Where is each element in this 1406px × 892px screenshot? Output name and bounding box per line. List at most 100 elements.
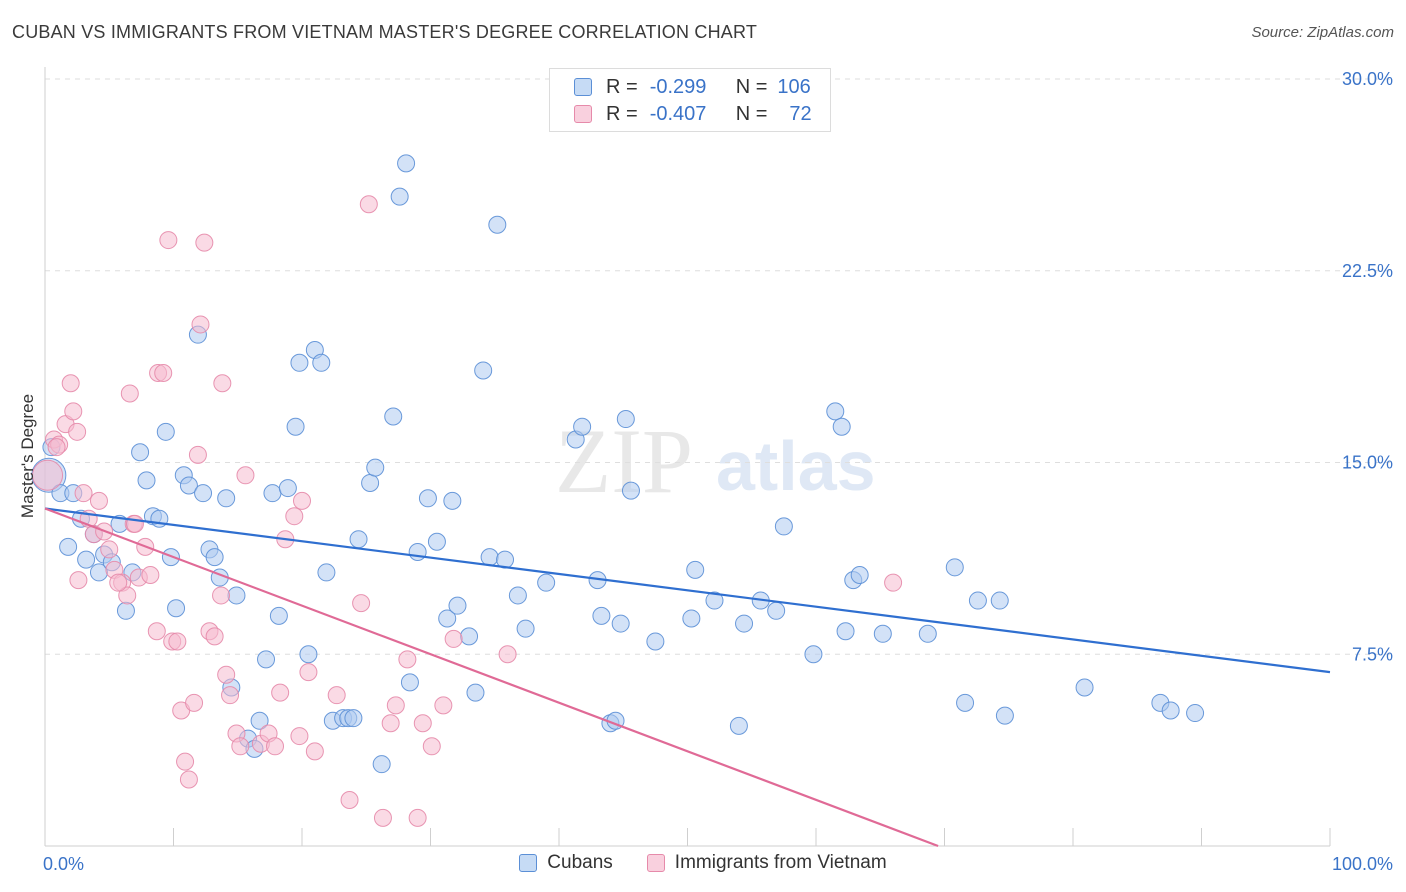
vietnam-point bbox=[61, 374, 80, 393]
vietnam-legend-swatch bbox=[646, 854, 665, 872]
vietnam-point bbox=[386, 696, 405, 715]
cubans-point bbox=[194, 484, 213, 503]
vietnam-point bbox=[340, 790, 359, 809]
legend-row-vietnam: R = -0.407 N = 72 bbox=[574, 101, 812, 127]
cubans-point bbox=[384, 407, 403, 426]
cubans-point bbox=[418, 489, 437, 508]
cubans-point bbox=[1161, 701, 1180, 720]
vietnam-point bbox=[413, 714, 432, 733]
vietnam-point bbox=[327, 686, 346, 705]
vietnam-point bbox=[266, 737, 285, 756]
vietnam-point bbox=[191, 315, 210, 334]
cubans-point bbox=[474, 361, 493, 380]
cubans-point bbox=[537, 573, 556, 592]
cubans-point bbox=[573, 417, 592, 436]
vietnam-point bbox=[231, 737, 250, 756]
cubans-point bbox=[804, 645, 823, 664]
x-tick-label: 0.0% bbox=[43, 854, 84, 874]
cubans-point bbox=[290, 353, 309, 372]
cubans-point bbox=[205, 548, 224, 567]
cubans-point bbox=[735, 614, 754, 633]
legend-item-cubans: Cubans bbox=[519, 852, 613, 874]
y-tick-label: 22.5% bbox=[1342, 261, 1393, 281]
vietnam-point bbox=[444, 629, 463, 648]
cubans-point bbox=[682, 609, 701, 628]
zipatlas-watermark: ZIP atlas bbox=[555, 410, 876, 512]
cubans-swatch bbox=[574, 78, 592, 96]
vietnam-point bbox=[305, 742, 324, 761]
vietnam-points bbox=[32, 195, 903, 827]
vietnam-point bbox=[498, 645, 517, 664]
vietnam-point bbox=[74, 484, 93, 503]
cubans-point bbox=[832, 417, 851, 436]
legend-row-cubans: R = -0.299 N = 106 bbox=[574, 74, 811, 100]
cubans-point bbox=[729, 716, 748, 735]
cubans-point bbox=[774, 517, 793, 536]
vietnam-point bbox=[154, 364, 173, 383]
cubans-points bbox=[31, 154, 1205, 774]
r-label: R = bbox=[606, 75, 638, 98]
vietnam-point bbox=[408, 808, 427, 827]
cubans-point bbox=[990, 591, 1009, 610]
vietnam-trend-line bbox=[44, 507, 939, 848]
vietnam-point bbox=[147, 622, 166, 641]
vietnam-point bbox=[118, 586, 137, 605]
cubans-point bbox=[299, 645, 318, 664]
cubans-point bbox=[278, 479, 297, 498]
source-label: Source: ZipAtlas.com bbox=[1251, 24, 1394, 41]
vietnam-point bbox=[422, 737, 441, 756]
vietnam-point bbox=[69, 571, 88, 590]
vietnam-point bbox=[188, 445, 207, 464]
tick-labels: 7.5% 15.0% 22.5% 30.0% 0.0% 100.0% bbox=[43, 69, 1393, 874]
vietnam-point bbox=[141, 565, 160, 584]
gridlines bbox=[45, 78, 1392, 655]
cubans-point bbox=[850, 565, 869, 584]
cubans-point bbox=[836, 622, 855, 641]
vietnam-point bbox=[179, 770, 198, 789]
vietnam-point bbox=[125, 514, 144, 533]
cubans-point bbox=[448, 596, 467, 615]
cubans-point bbox=[488, 215, 507, 234]
cubans-point bbox=[611, 614, 630, 633]
vietnam-point bbox=[205, 627, 224, 646]
vietnam-point bbox=[290, 727, 309, 746]
x-tick-label: 100.0% bbox=[1332, 854, 1393, 874]
cubans-point bbox=[616, 410, 635, 429]
cubans-point bbox=[460, 627, 479, 646]
series-legend: Cubans Immigrants from Vietnam bbox=[0, 852, 1406, 874]
cubans-point bbox=[179, 476, 198, 495]
vietnam-point bbox=[89, 491, 108, 510]
vietnam-point bbox=[32, 459, 64, 491]
vietnam-point bbox=[159, 231, 178, 250]
cubans-point bbox=[77, 550, 96, 569]
vietnam-point bbox=[293, 491, 311, 510]
cubans-point bbox=[443, 491, 462, 510]
cubans-point bbox=[1075, 678, 1094, 697]
cubans-point bbox=[686, 560, 705, 579]
vietnam-point bbox=[398, 650, 417, 669]
n-label: N = bbox=[735, 102, 768, 125]
cubans-point bbox=[269, 606, 288, 625]
cubans-point bbox=[592, 606, 611, 625]
cubans-point bbox=[480, 548, 499, 567]
n-label: N = bbox=[735, 75, 768, 98]
cubans-point bbox=[227, 586, 246, 605]
cubans-point bbox=[516, 619, 535, 638]
cubans-point bbox=[646, 632, 665, 651]
vietnam-point bbox=[168, 632, 187, 651]
trend-lines bbox=[44, 507, 1331, 848]
cubans-point bbox=[257, 650, 276, 669]
cubans-point bbox=[131, 443, 150, 462]
cubans-point bbox=[945, 558, 964, 577]
cubans-point bbox=[286, 417, 305, 436]
cubans-point bbox=[621, 481, 640, 500]
correlation-legend: R = -0.299 N = 106 R = -0.407 N = 72 bbox=[549, 68, 831, 132]
vietnam-point bbox=[213, 374, 232, 393]
vietnam-point bbox=[100, 540, 119, 559]
cubans-point bbox=[390, 187, 409, 206]
vietnam-point bbox=[352, 594, 371, 613]
cubans-point bbox=[59, 537, 78, 556]
vietnam-point bbox=[47, 438, 66, 457]
vietnam-point bbox=[884, 573, 903, 592]
